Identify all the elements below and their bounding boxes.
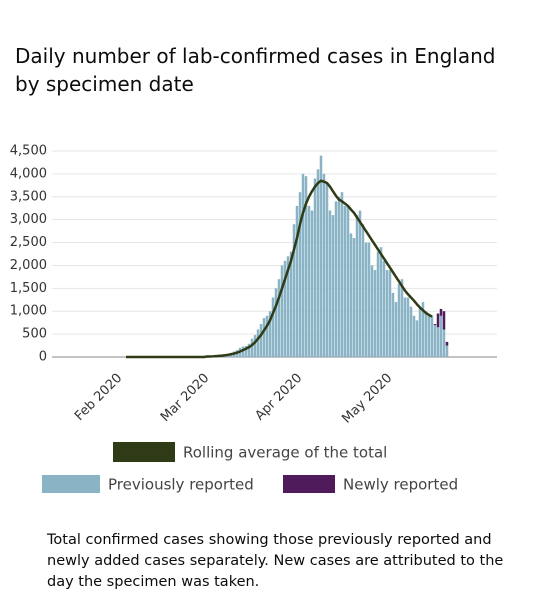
bar <box>397 283 401 357</box>
bar <box>382 260 386 357</box>
chart-title: Daily number of lab-confirmed cases in E… <box>15 44 496 96</box>
bar <box>340 192 344 357</box>
bar <box>343 205 347 357</box>
bar <box>379 247 383 357</box>
x-tick-label: Mar 2020 <box>158 371 212 425</box>
bar <box>277 279 281 357</box>
bar <box>436 327 440 357</box>
bar <box>286 256 290 357</box>
line <box>126 179 433 359</box>
bar <box>316 169 320 357</box>
bar <box>409 306 413 357</box>
bar <box>373 270 377 357</box>
bar <box>391 292 395 357</box>
chart: 0 500 1,000 1,500 2,000 2,500 3,000 3,500 4,000 4… <box>10 144 497 494</box>
y-tick-label: 2,500 <box>10 235 47 250</box>
bar <box>334 201 338 357</box>
bar <box>325 183 329 357</box>
x-tick-label: Feb 2020 <box>72 371 125 424</box>
bar <box>283 260 287 357</box>
bar <box>298 192 302 357</box>
bar <box>268 311 272 357</box>
legend-label: Previously reported <box>108 476 254 494</box>
bar <box>355 215 359 357</box>
bar <box>280 265 284 357</box>
y-tick-label: 500 <box>22 327 47 342</box>
bar <box>418 306 422 357</box>
bar <box>433 324 437 357</box>
bar <box>364 242 368 357</box>
bar <box>385 270 389 357</box>
legend-label: Newly reported <box>343 476 458 494</box>
bar <box>247 343 251 357</box>
bar <box>424 311 428 357</box>
bar <box>304 176 308 357</box>
bar <box>433 324 437 325</box>
bar <box>439 308 443 316</box>
bar <box>262 318 266 357</box>
bar <box>412 315 416 357</box>
bar <box>292 224 296 357</box>
bar <box>295 205 299 357</box>
bar <box>358 210 362 357</box>
bar <box>400 279 404 357</box>
bar <box>307 205 311 357</box>
bar <box>274 288 278 357</box>
bar <box>259 324 263 357</box>
bar <box>256 329 260 357</box>
legend-swatch <box>42 475 100 493</box>
bar <box>250 338 254 357</box>
bar <box>328 210 332 357</box>
y-tick-label: 1,000 <box>10 304 47 319</box>
bar <box>244 346 248 357</box>
bar <box>271 297 275 357</box>
bar <box>367 242 371 357</box>
bar <box>337 196 341 357</box>
bar <box>415 320 419 357</box>
bar <box>322 173 326 357</box>
legend-label: Rolling average of the total <box>183 444 387 462</box>
legend-swatch <box>113 442 175 462</box>
y-tick-label: 3,000 <box>10 212 47 227</box>
y-tick-label: 0 <box>39 350 47 365</box>
bar <box>241 346 245 357</box>
bar <box>442 329 446 357</box>
legend-swatch <box>283 475 335 493</box>
x-tick-label: May 2020 <box>339 371 395 427</box>
bar <box>442 311 446 330</box>
bar <box>403 297 407 357</box>
bar <box>427 315 431 357</box>
bar <box>301 173 305 357</box>
bar <box>394 302 398 357</box>
x-tick-label: Apr 2020 <box>252 371 305 424</box>
y-tick-label: 4,500 <box>10 144 47 159</box>
bar <box>361 224 365 357</box>
bar <box>439 315 443 357</box>
bar <box>349 233 353 357</box>
bar <box>253 335 257 357</box>
bar <box>436 313 440 328</box>
bar <box>352 237 356 357</box>
bar <box>313 178 317 357</box>
y-tick-label: 1,500 <box>10 281 47 296</box>
bar <box>289 251 293 357</box>
bar <box>445 345 449 357</box>
bar <box>445 341 449 346</box>
bar <box>346 205 350 357</box>
bar <box>430 315 434 357</box>
bar <box>331 215 335 357</box>
bar <box>376 251 380 357</box>
bar <box>421 302 425 357</box>
chart-note: Total confirmed cases showing those prev… <box>47 532 504 590</box>
bar <box>388 270 392 357</box>
y-tick-label: 4,000 <box>10 166 47 181</box>
y-tick-label: 2,000 <box>10 258 47 273</box>
bar <box>319 155 323 357</box>
bar <box>265 315 269 357</box>
y-tick-label: 3,500 <box>10 189 47 204</box>
bar <box>310 210 314 357</box>
bar <box>370 265 374 357</box>
bar <box>406 297 410 357</box>
